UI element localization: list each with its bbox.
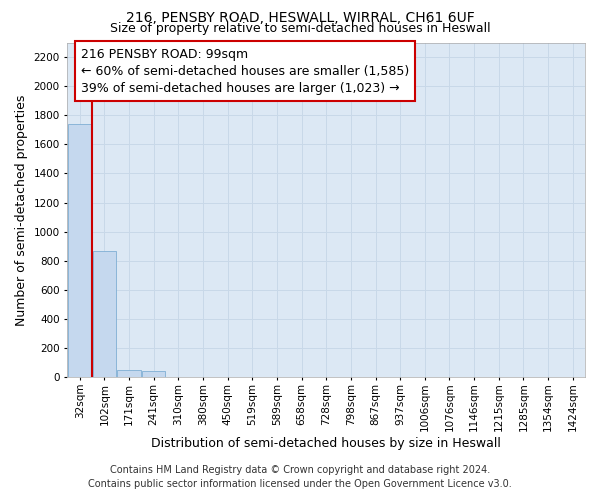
Text: Contains HM Land Registry data © Crown copyright and database right 2024.
Contai: Contains HM Land Registry data © Crown c… (88, 465, 512, 489)
Bar (93, 250, 116, 377)
Bar (142, 372, 166, 377)
Text: 216 PENSBY ROAD: 99sqm
← 60% of semi-detached houses are smaller (1,585)
39% of : 216 PENSBY ROAD: 99sqm ← 60% of semi-det… (81, 48, 409, 94)
Bar (118, 370, 141, 377)
Y-axis label: Number of semi-detached properties: Number of semi-detached properties (15, 94, 28, 326)
Bar (68, 124, 91, 377)
Text: 216, PENSBY ROAD, HESWALL, WIRRAL, CH61 6UF: 216, PENSBY ROAD, HESWALL, WIRRAL, CH61 … (125, 11, 475, 25)
Text: Size of property relative to semi-detached houses in Heswall: Size of property relative to semi-detach… (110, 22, 490, 35)
X-axis label: Distribution of semi-detached houses by size in Heswall: Distribution of semi-detached houses by … (151, 437, 501, 450)
